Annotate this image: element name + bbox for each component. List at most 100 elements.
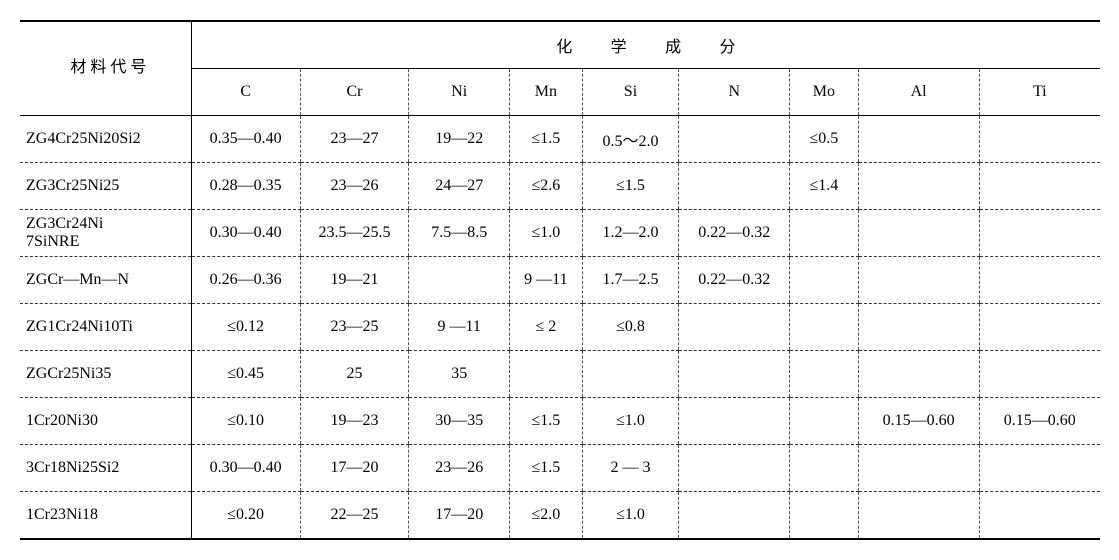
cell (979, 163, 1100, 210)
spanned-header: 化学成分 (191, 21, 1100, 69)
cell: ≤1.5 (510, 445, 583, 492)
cell: 0.30—0.40 (191, 210, 300, 257)
material-code: ZGCr—Mn—N (20, 257, 191, 304)
cell: ≤ 2 (510, 304, 583, 351)
cell: 9 —11 (409, 304, 510, 351)
cell (679, 445, 790, 492)
material-code: ZG3Cr25Ni25 (20, 163, 191, 210)
material-code: 1Cr23Ni18 (20, 492, 191, 540)
material-code: ZGCr25Ni35 (20, 351, 191, 398)
cell: 17—20 (300, 445, 409, 492)
cell (790, 257, 859, 304)
cell: ≤1.4 (790, 163, 859, 210)
cell: 0.22—0.32 (679, 257, 790, 304)
cell: 0.28—0.35 (191, 163, 300, 210)
cell (858, 210, 979, 257)
composition-table: 材 料 代 号 化学成分 C Cr Ni Mn Si N Mo Al Ti ZG… (20, 20, 1100, 540)
cell (679, 398, 790, 445)
cell: 17—20 (409, 492, 510, 540)
cell: ≤1.0 (510, 210, 583, 257)
cell (790, 210, 859, 257)
table-row: ZG4Cr25Ni20Si20.35—0.4023—2719—22≤1.50.5… (20, 116, 1100, 163)
cell: ≤0.45 (191, 351, 300, 398)
cell: 30—35 (409, 398, 510, 445)
cell: ≤1.0 (582, 398, 679, 445)
cell (409, 257, 510, 304)
cell: 19—21 (300, 257, 409, 304)
cell (979, 116, 1100, 163)
cell: 23—25 (300, 304, 409, 351)
cell (858, 163, 979, 210)
cell: 0.5～2.0 (582, 116, 679, 163)
cell (979, 492, 1100, 540)
cell: 35 (409, 351, 510, 398)
cell: 0.26—0.36 (191, 257, 300, 304)
cell (979, 257, 1100, 304)
cell (582, 351, 679, 398)
table-row: 1Cr20Ni30≤0.1019—2330—35≤1.5≤1.00.15—0.6… (20, 398, 1100, 445)
cell: 9 —11 (510, 257, 583, 304)
cell (790, 351, 859, 398)
cell (510, 351, 583, 398)
cell: ≤0.12 (191, 304, 300, 351)
cell (858, 445, 979, 492)
table-row: 1Cr23Ni18≤0.2022—2517—20≤2.0≤1.0 (20, 492, 1100, 540)
cell: ≤1.0 (582, 492, 679, 540)
cell: ≤0.20 (191, 492, 300, 540)
table-row: ZG3Cr24Ni7SiNRE0.30—0.4023.5—25.57.5—8.5… (20, 210, 1100, 257)
material-code: 3Cr18Ni25Si2 (20, 445, 191, 492)
cell (790, 398, 859, 445)
col-Ti: Ti (979, 69, 1100, 116)
col-C: C (191, 69, 300, 116)
cell: ≤0.8 (582, 304, 679, 351)
cell (979, 304, 1100, 351)
table-row: 3Cr18Ni25Si20.30—0.4017—2023—26≤1.52 — 3 (20, 445, 1100, 492)
cell (790, 492, 859, 540)
cell: 19—22 (409, 116, 510, 163)
cell: 23—27 (300, 116, 409, 163)
cell (858, 116, 979, 163)
cell: 22—25 (300, 492, 409, 540)
cell: 23.5—25.5 (300, 210, 409, 257)
cell (679, 492, 790, 540)
table-row: ZG3Cr25Ni250.28—0.3523—2624—27≤2.6≤1.5 ≤1… (20, 163, 1100, 210)
cell (979, 210, 1100, 257)
col-Ni: Ni (409, 69, 510, 116)
col-Mo: Mo (790, 69, 859, 116)
cell: 23—26 (300, 163, 409, 210)
col-Cr: Cr (300, 69, 409, 116)
cell (858, 304, 979, 351)
cell: 19—23 (300, 398, 409, 445)
cell: ≤1.5 (510, 116, 583, 163)
row-header-label: 材 料 代 号 (20, 21, 191, 116)
cell: ≤0.5 (790, 116, 859, 163)
table-row: ZG1Cr24Ni10Ti≤0.1223—259 —11≤ 2≤0.8 (20, 304, 1100, 351)
cell: ≤2.6 (510, 163, 583, 210)
cell (679, 116, 790, 163)
material-code: ZG3Cr24Ni7SiNRE (20, 210, 191, 257)
col-Al: Al (858, 69, 979, 116)
cell: 25 (300, 351, 409, 398)
row-header-text: 材 料 代 号 (70, 59, 146, 76)
cell: 24—27 (409, 163, 510, 210)
col-Si: Si (582, 69, 679, 116)
cell: 0.30—0.40 (191, 445, 300, 492)
table-row: ZGCr25Ni35≤0.452535 (20, 351, 1100, 398)
cell: ≤1.5 (582, 163, 679, 210)
cell (858, 351, 979, 398)
table-body: ZG4Cr25Ni20Si20.35—0.4023—2719—22≤1.50.5… (20, 116, 1100, 540)
cell (979, 351, 1100, 398)
table-row: ZGCr—Mn—N0.26—0.3619—21 9 —111.7—2.50.22—… (20, 257, 1100, 304)
cell: 23—26 (409, 445, 510, 492)
cell: 0.15—0.60 (979, 398, 1100, 445)
cell: 1.7—2.5 (582, 257, 679, 304)
material-code: 1Cr20Ni30 (20, 398, 191, 445)
cell (679, 351, 790, 398)
cell (790, 304, 859, 351)
material-code: ZG1Cr24Ni10Ti (20, 304, 191, 351)
cell (679, 304, 790, 351)
cell: 0.35—0.40 (191, 116, 300, 163)
cell: 1.2—2.0 (582, 210, 679, 257)
cell (979, 445, 1100, 492)
material-code: ZG4Cr25Ni20Si2 (20, 116, 191, 163)
